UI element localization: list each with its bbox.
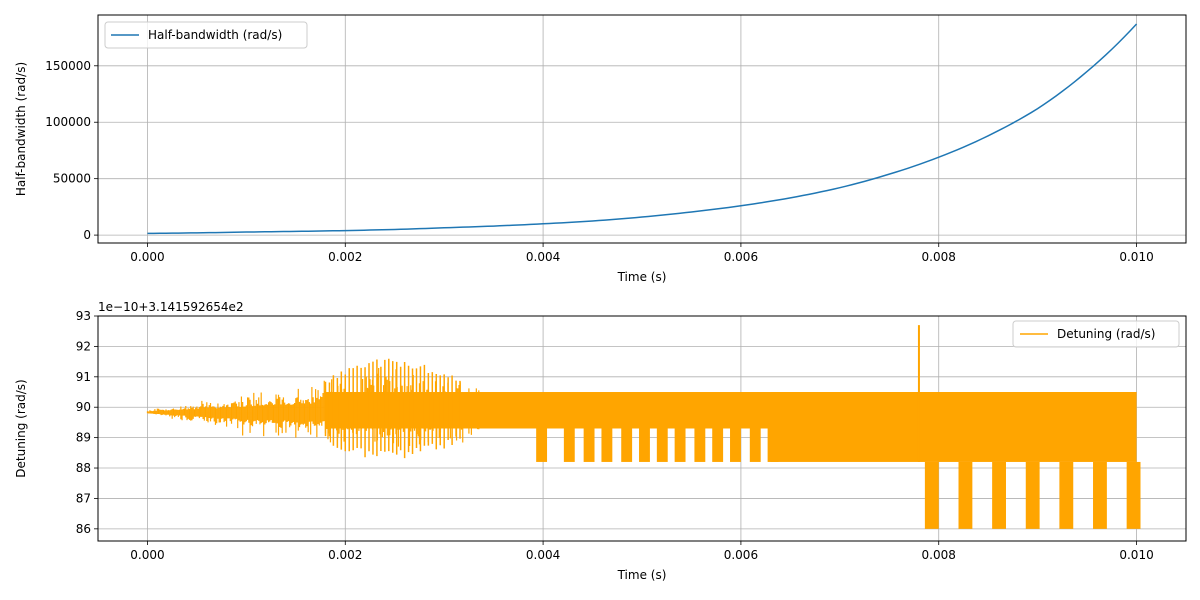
detuning-deep-dip	[992, 461, 1006, 529]
detuning-deep-dip	[1025, 461, 1040, 529]
detuning-mid-dip	[621, 428, 633, 462]
detuning-mid-dip	[694, 428, 706, 462]
detuning-mid-dip	[563, 428, 575, 462]
y-tick-label: 90	[76, 400, 91, 414]
detuning-mid-dip	[674, 428, 686, 462]
detuning-offset-text: 1e−10+3.141592654e2	[98, 300, 244, 314]
detuning-deep-dip	[1059, 461, 1074, 529]
detuning-legend-box	[1012, 320, 1180, 348]
half-bandwidth-axes: 0.000 0.002 0.004 0.006 0.008 0.010 0 50000 1000…	[14, 14, 1187, 284]
detuning-spikes	[324, 358, 461, 459]
detuning-wide-band	[770, 392, 1137, 462]
detuning-mid-dip	[712, 428, 724, 462]
detuning-plot-area	[146, 325, 1141, 529]
x-tick-label: 0.006	[724, 548, 758, 562]
detuning-legend: Detuning (rad/s)	[1012, 320, 1180, 348]
y-tick-label: 100000	[45, 115, 91, 129]
x-tick-label: 0.002	[328, 548, 362, 562]
detuning-deep-dip	[958, 461, 973, 529]
y-tick-label: 89	[76, 431, 91, 445]
detuning-y-axis-label: Detuning (rad/s)	[14, 379, 28, 477]
y-tick-label: 86	[76, 522, 91, 536]
half-bandwidth-legend-label: Half-bandwidth (rad/s)	[148, 28, 282, 42]
x-tick-label: 0.002	[328, 250, 362, 264]
x-tick-label: 0.004	[526, 250, 560, 264]
x-tick-label: 0.008	[922, 250, 956, 264]
detuning-mid-dip	[730, 428, 741, 462]
x-tick-label: 0.010	[1119, 250, 1153, 264]
y-tick-label: 91	[76, 370, 91, 384]
y-tick-label: 150000	[45, 59, 91, 73]
y-tick-label: 93	[76, 309, 91, 323]
y-tick-label: 87	[76, 491, 91, 505]
detuning-mid-dip	[601, 428, 613, 462]
x-tick-label: 0.006	[724, 250, 758, 264]
half-bandwidth-y-axis-label: Half-bandwidth (rad/s)	[14, 62, 28, 196]
detuning-ticks: 0.000 0.002 0.004 0.006 0.008 0.010 86 87 88 89 90…	[76, 309, 1154, 562]
detuning-mid-dip	[749, 428, 761, 462]
detuning-mid-dip	[656, 428, 668, 462]
y-tick-label: 0	[83, 228, 91, 242]
x-tick-label: 0.000	[130, 250, 164, 264]
half-bandwidth-x-axis-label: Time (s)	[617, 270, 667, 284]
detuning-deep-dip	[924, 461, 939, 529]
x-tick-label: 0.000	[130, 548, 164, 562]
half-bandwidth-plot-area	[147, 23, 1138, 235]
x-tick-label: 0.010	[1119, 548, 1153, 562]
half-bandwidth-legend-box	[104, 21, 308, 49]
half-bandwidth-grid	[98, 15, 1186, 243]
half-bandwidth-frame	[97, 14, 1187, 244]
detuning-mid-dip	[536, 428, 548, 462]
x-tick-label: 0.008	[922, 548, 956, 562]
y-tick-label: 50000	[53, 172, 91, 186]
half-bandwidth-ticks: 0.000 0.002 0.004 0.006 0.008 0.010 0 50000 1000…	[45, 59, 1154, 264]
half-bandwidth-series-line	[147, 23, 1138, 235]
detuning-frame	[97, 315, 1187, 542]
detuning-deep-dip	[1126, 461, 1141, 529]
detuning-deep-dip	[1093, 461, 1107, 529]
detuning-axes: 0.000 0.002 0.004 0.006 0.008 0.010 86 87 88 89 90…	[14, 300, 1187, 582]
detuning-mid-dip	[583, 428, 595, 462]
detuning-legend-label: Detuning (rad/s)	[1057, 327, 1155, 341]
x-tick-label: 0.004	[526, 548, 560, 562]
detuning-mid-dip	[639, 428, 650, 462]
detuning-x-axis-label: Time (s)	[617, 568, 667, 582]
y-tick-label: 88	[76, 461, 91, 475]
half-bandwidth-legend: Half-bandwidth (rad/s)	[104, 21, 308, 49]
y-tick-label: 92	[76, 339, 91, 353]
